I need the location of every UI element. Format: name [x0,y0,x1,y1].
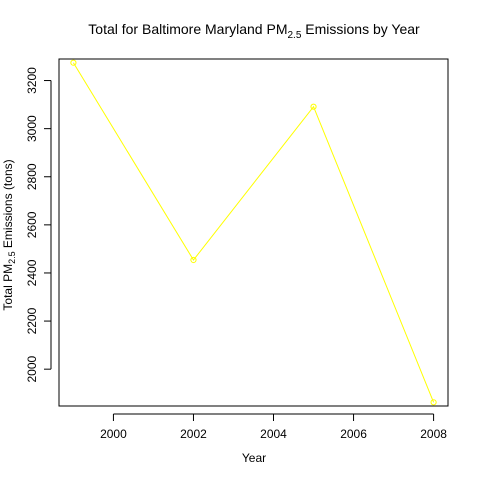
x-tick-label: 2004 [260,427,287,441]
chart-title-prefix: Total for Baltimore Maryland PM [88,21,287,37]
y-tick-label: 2200 [25,307,39,334]
y-tick-label: 3000 [25,115,39,142]
plot-area: 2000 2002 2004 2006 2008 2000 2200 2400 2600 2800… [25,58,449,441]
y-tick-label: 3200 [25,67,39,94]
y-axis-label: Total PM2.5 Emissions (tons) [1,159,17,310]
y-tick-label: 2800 [25,163,39,190]
data-point [430,399,437,406]
y-tick-label: 2600 [25,211,39,238]
x-axis-label: Year [242,451,266,465]
y-axis-label-subscript: 2.5 [7,251,17,264]
y-tick-label: 2400 [25,259,39,286]
x-tick-label: 2002 [180,427,207,441]
x-tick-label: 2000 [100,427,127,441]
y-axis-label-suffix: Emissions (tons) [1,159,15,251]
chart-title: Total for Baltimore Maryland PM2.5 Emiss… [88,21,420,41]
chart-title-subscript: 2.5 [287,30,301,41]
x-tick-label: 2006 [340,427,367,441]
x-tick-label: 2008 [420,427,447,441]
y-axis-label-prefix: Total PM [1,264,15,311]
data-point [190,256,197,264]
series-line [72,62,435,403]
data-point [70,59,77,66]
data-point [310,103,317,110]
y-tick-label: 2000 [25,356,39,383]
chart-title-suffix: Emissions by Year [301,21,420,37]
plot-box [58,58,449,407]
